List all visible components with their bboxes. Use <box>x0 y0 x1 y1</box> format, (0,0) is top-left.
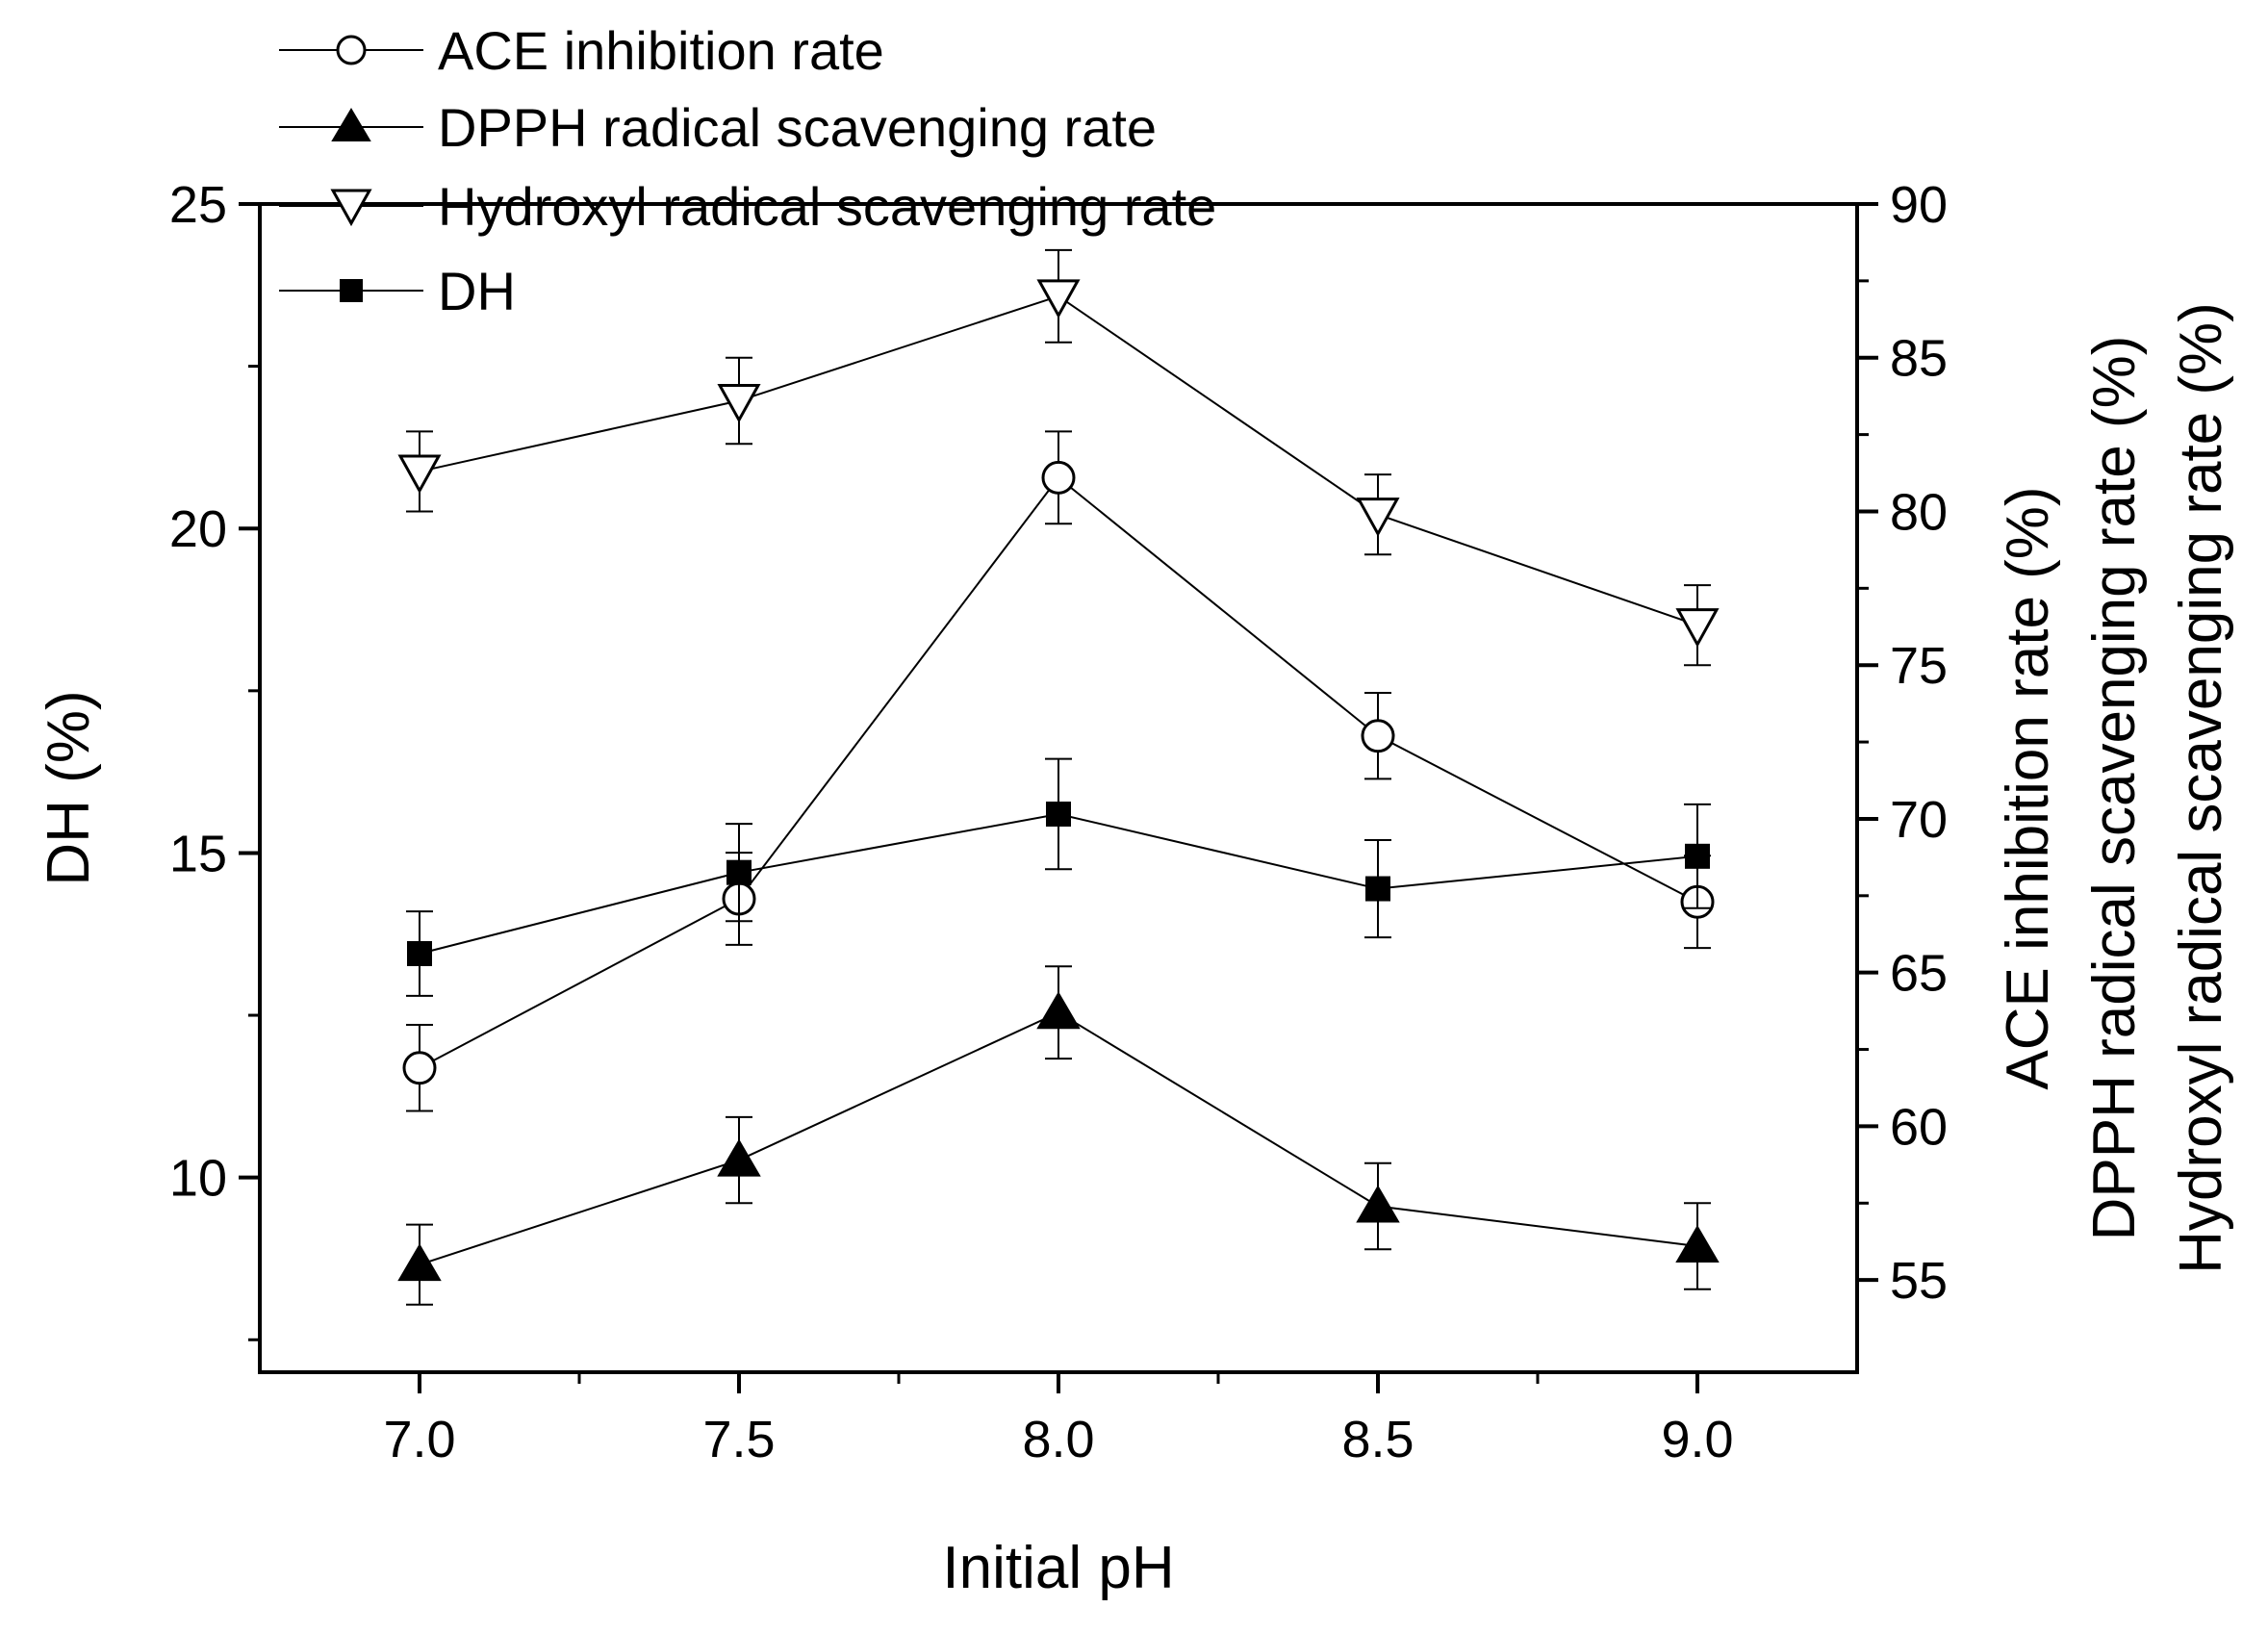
data-point <box>397 1243 442 1282</box>
left-y-axis-title: DH (%) <box>36 690 102 885</box>
legend-filled-triangle-icon <box>331 108 371 141</box>
data-point <box>397 454 442 495</box>
right-y-axis-title-dpph: DPPH radical scavenging rate (%) <box>2081 336 2148 1241</box>
right-y-tick-label: 80 <box>1890 483 1948 541</box>
right-y-axis-ticks: 55 60 65 70 75 80 85 90 <box>1857 176 1948 1310</box>
legend: ACE inhibition rate DPPH radical scaveng… <box>279 20 1216 321</box>
data-point <box>1036 991 1081 1030</box>
legend-open-circle-icon <box>336 35 367 65</box>
data-point <box>1046 801 1071 827</box>
legend-item-dpph: DPPH radical scavenging rate <box>279 97 1157 158</box>
x-tick-label: 7.0 <box>383 1411 455 1468</box>
left-y-tick-label: 25 <box>169 176 227 234</box>
series-2 <box>397 248 1720 667</box>
x-tick-label: 8.0 <box>1022 1411 1094 1468</box>
series-layer <box>397 248 1720 1306</box>
legend-label-hydroxyl: Hydroxyl radical scavenging rate <box>438 176 1216 237</box>
x-axis-title: Initial pH <box>942 1535 1174 1601</box>
x-axis-ticks: 7.0 7.5 8.0 8.5 9.0 <box>383 1372 1734 1468</box>
legend-item-hydroxyl: Hydroxyl radical scavenging rate <box>279 176 1216 237</box>
data-point <box>726 859 752 885</box>
right-y-axis-title-ace: ACE inhibition rate (%) <box>1995 486 2061 1089</box>
data-point <box>1356 498 1400 537</box>
x-tick-label: 7.5 <box>702 1411 775 1468</box>
right-y-tick-label: 90 <box>1890 176 1948 234</box>
series-1 <box>397 965 1720 1306</box>
legend-item-dh: DH <box>279 261 516 321</box>
left-y-tick-label: 10 <box>169 1150 227 1208</box>
data-point <box>402 1051 437 1085</box>
right-y-tick-label: 65 <box>1890 945 1948 1003</box>
right-y-tick-label: 55 <box>1890 1252 1948 1310</box>
data-point <box>717 1138 761 1177</box>
legend-item-ace: ACE inhibition rate <box>279 20 884 81</box>
data-point <box>1675 608 1720 648</box>
data-point <box>1036 279 1081 319</box>
data-point <box>717 383 761 423</box>
right-y-tick-label: 70 <box>1890 791 1948 849</box>
data-point <box>1361 719 1395 753</box>
x-tick-label: 9.0 <box>1661 1411 1733 1468</box>
legend-label-dpph: DPPH radical scavenging rate <box>438 97 1157 158</box>
legend-label-ace: ACE inhibition rate <box>438 20 884 81</box>
legend-label-dh: DH <box>438 261 516 321</box>
legend-filled-square-icon <box>340 279 363 302</box>
data-point <box>1356 1185 1400 1223</box>
data-point <box>1365 876 1390 902</box>
left-y-tick-label: 15 <box>169 825 227 882</box>
data-point <box>407 940 432 966</box>
data-point <box>1041 460 1076 495</box>
series-3 <box>406 757 1711 997</box>
right-y-tick-label: 60 <box>1890 1098 1948 1156</box>
x-tick-label: 8.5 <box>1341 1411 1414 1468</box>
right-y-axis-title-hydroxyl: Hydroxyl radical scavenging rate (%) <box>2168 302 2234 1274</box>
left-y-tick-label: 20 <box>169 500 227 558</box>
legend-open-triangle-down-icon <box>330 189 372 227</box>
data-point <box>1675 1225 1720 1263</box>
left-y-axis-ticks: 10 15 20 25 <box>169 176 260 1341</box>
right-y-tick-label: 85 <box>1890 330 1948 388</box>
right-y-tick-label: 75 <box>1890 637 1948 695</box>
data-point <box>1685 843 1710 869</box>
